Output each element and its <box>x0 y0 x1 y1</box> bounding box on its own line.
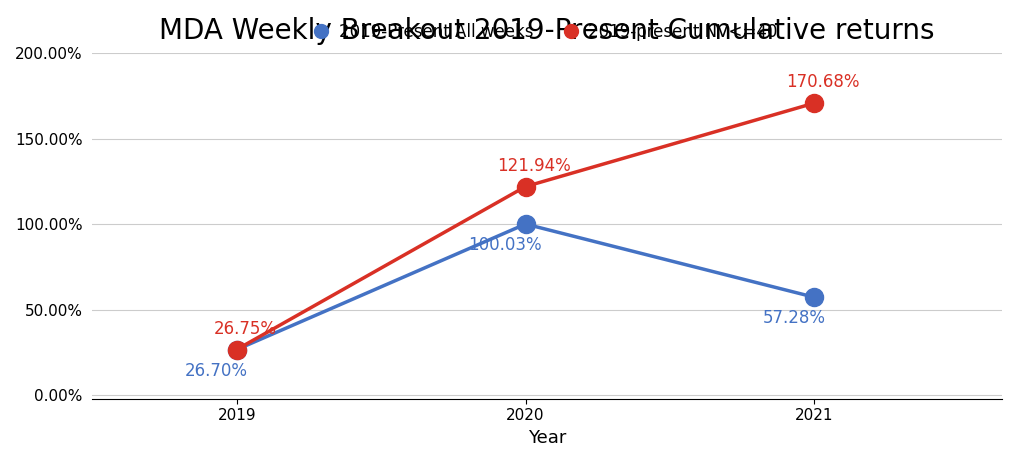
Text: 57.28%: 57.28% <box>763 309 826 327</box>
Text: 26.75%: 26.75% <box>214 320 277 338</box>
Legend: 2019-Present All weeks, 2019-present NV<=40: 2019-Present All weeks, 2019-present NV<… <box>310 16 784 48</box>
2019-Present All weeks <box>231 347 243 353</box>
Text: 170.68%: 170.68% <box>786 73 859 91</box>
Line: 2019-Present All weeks: 2019-Present All weeks <box>228 215 824 359</box>
2019-present NV<=40 <box>231 347 243 353</box>
2019-Present All weeks <box>809 294 821 300</box>
Text: 26.70%: 26.70% <box>185 362 248 380</box>
X-axis label: Year: Year <box>528 429 566 447</box>
Text: 121.94%: 121.94% <box>497 157 572 175</box>
Text: 100.03%: 100.03% <box>469 236 542 254</box>
Line: 2019-present NV<=40: 2019-present NV<=40 <box>228 94 824 359</box>
2019-present NV<=40 <box>520 184 532 189</box>
2019-Present All weeks <box>520 221 532 227</box>
2019-present NV<=40 <box>809 100 821 106</box>
Title: MDA Weekly Breakout 2019-Present Cumulative returns: MDA Weekly Breakout 2019-Present Cumulat… <box>160 17 935 45</box>
